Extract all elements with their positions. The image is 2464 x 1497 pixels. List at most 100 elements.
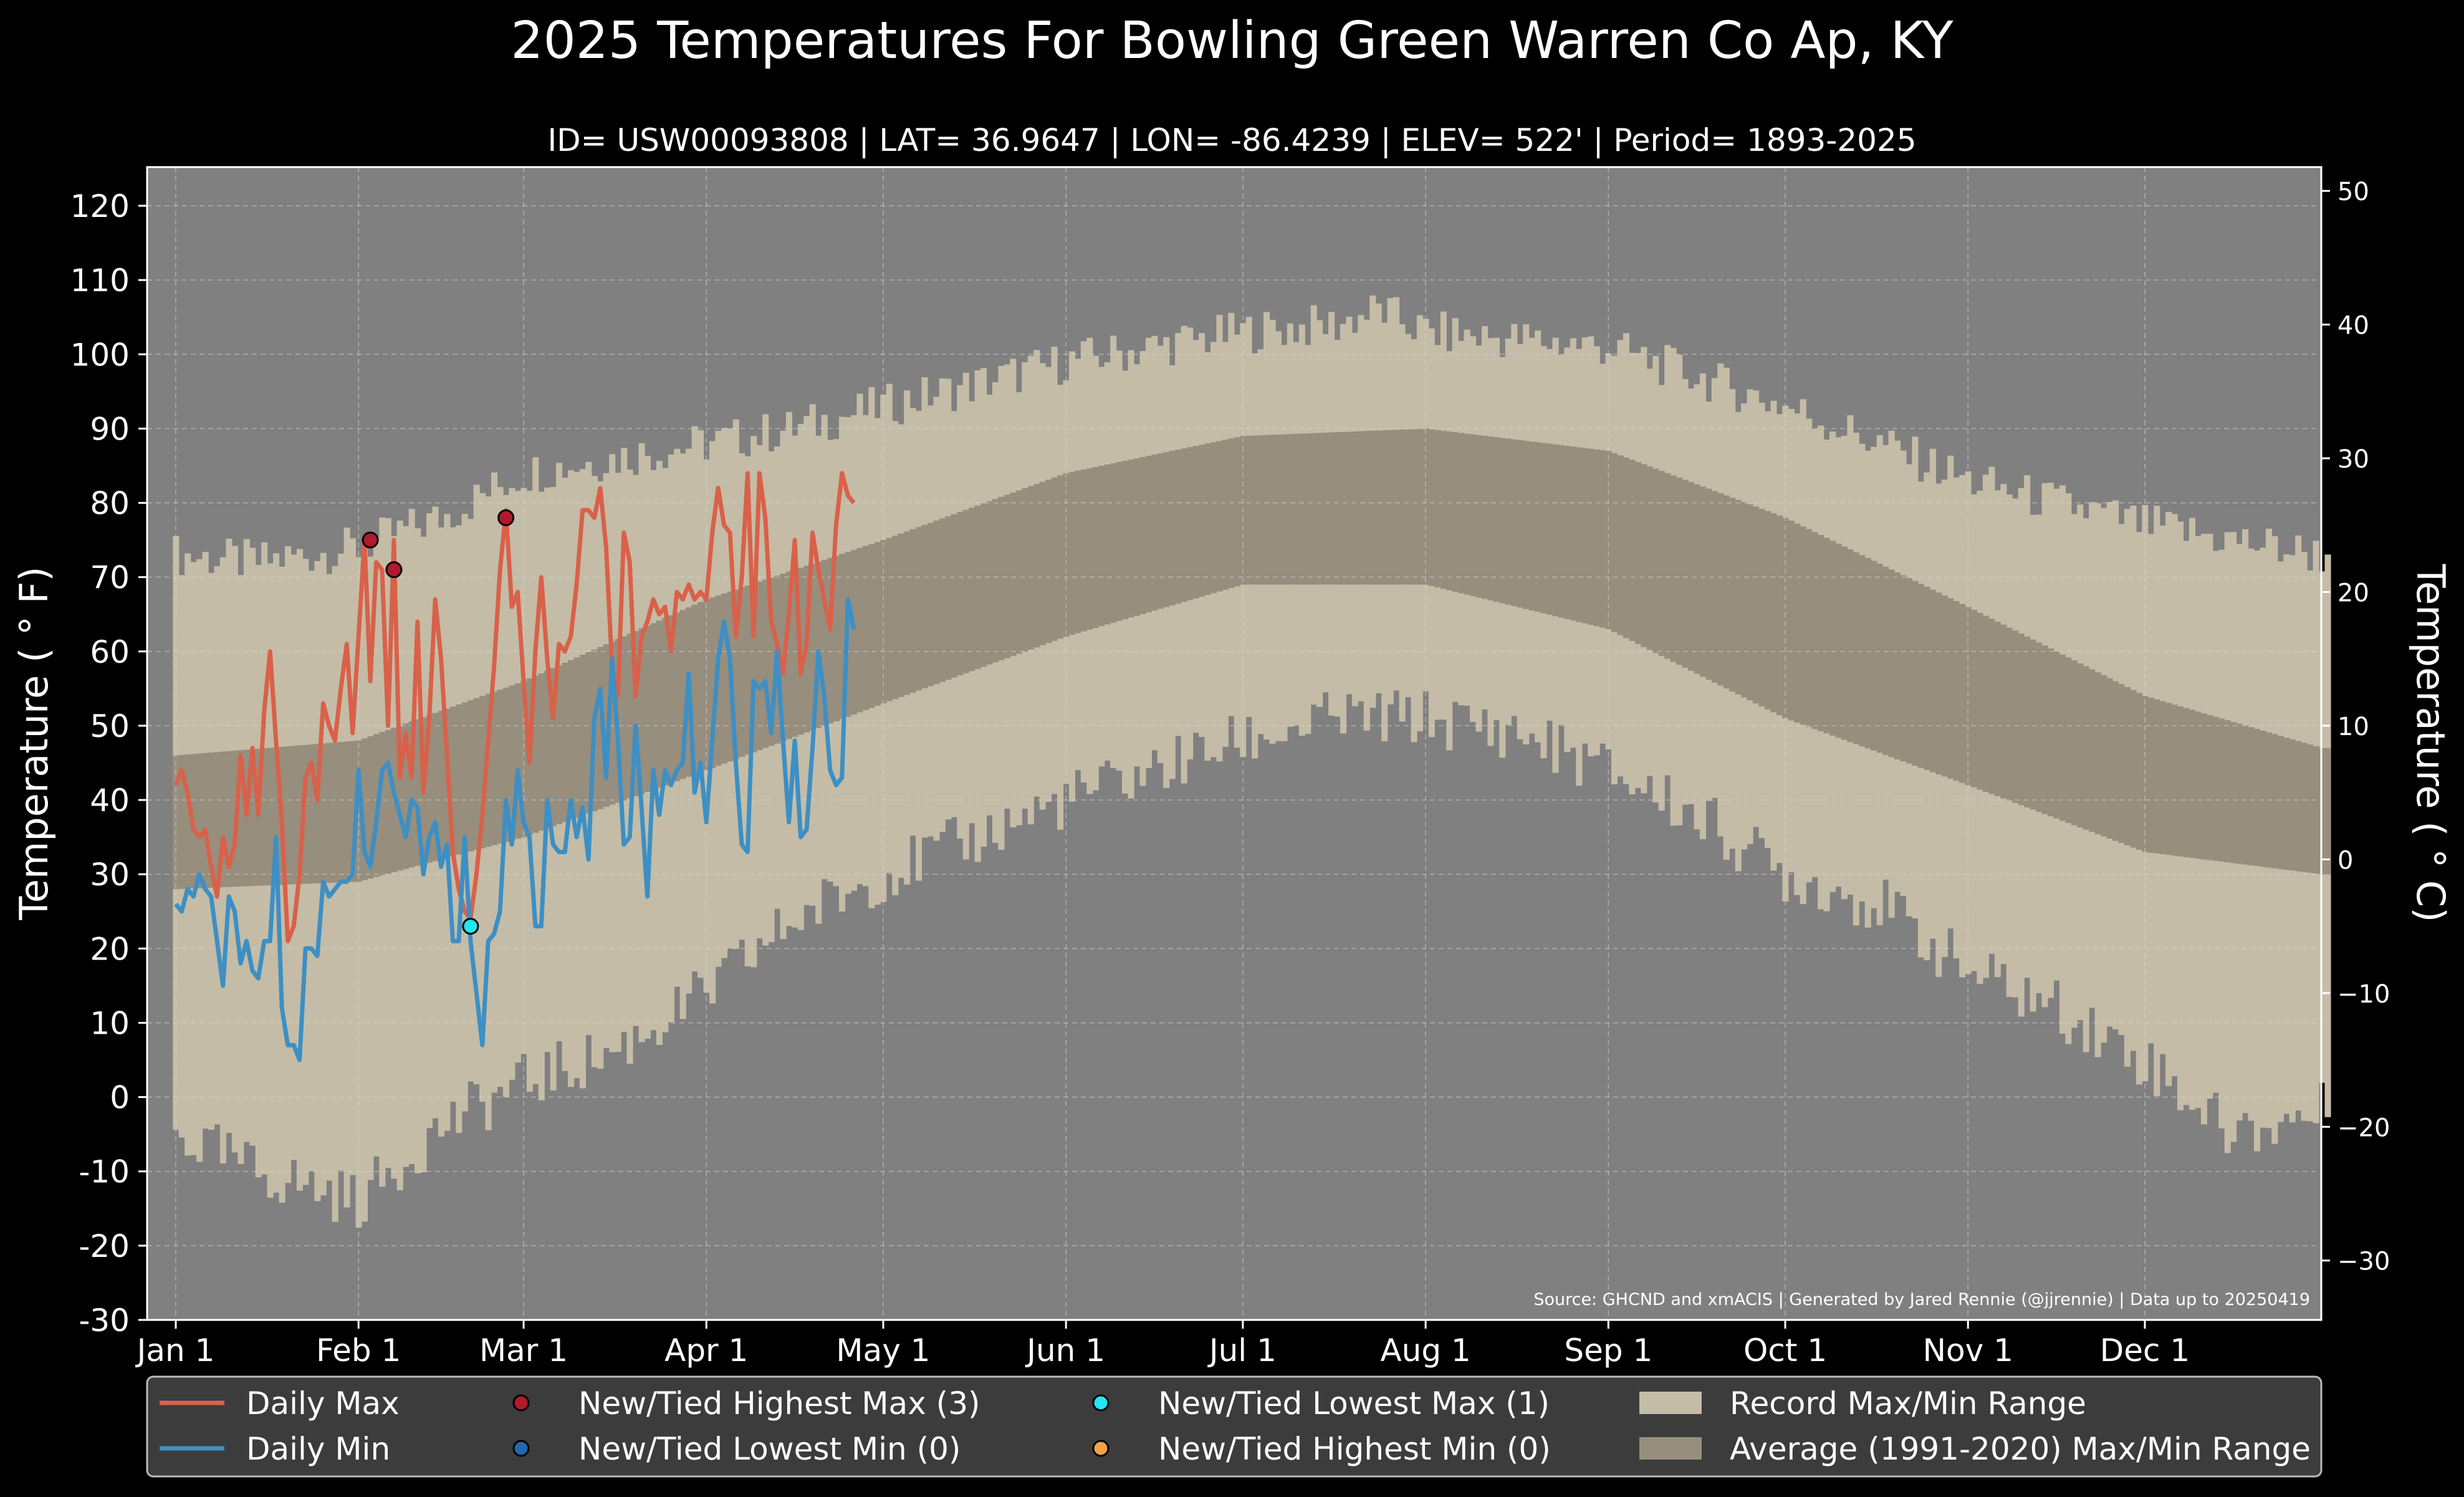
normal-range-bar [1234,437,1240,587]
normal-range-bar [2324,748,2331,875]
legend-label: Average (1991-2020) Max/Min Range [1730,1431,2311,1467]
normal-range-bar [1535,442,1541,612]
normal-range-bar [739,587,745,757]
normal-range-bar [2094,672,2101,834]
normal-range-bar [1841,546,1848,740]
normal-range-bar [1717,493,1724,686]
normal-range-bar [868,544,875,708]
normal-range-bar [1552,444,1559,617]
normal-range-bar [1098,466,1105,627]
normal-range-bar [267,748,274,885]
normal-range-bar [1175,450,1182,604]
legend-dot-swatch [1092,1440,1110,1457]
y-axis-label: Temperature ( ° F) [11,567,57,921]
normal-range-bar [1075,470,1081,633]
normal-range-bar [668,615,674,784]
normal-range-bar [1859,555,1866,746]
normal-range-bar [886,537,893,701]
normal-range-bar [1929,589,1936,773]
normal-range-bar [1652,468,1659,653]
normal-range-bar [638,628,645,794]
normal-range-bar [2218,718,2225,862]
normal-range-bar [214,752,221,888]
normal-range-bar [556,665,563,824]
normal-range-bar [2248,727,2255,865]
normal-range-bar [2059,654,2066,821]
normal-range-bar [1310,433,1317,585]
normal-range-bar [2224,720,2231,863]
normal-range-bar [2159,701,2166,854]
normal-range-bar [1322,432,1329,585]
normal-range-bar [662,618,669,786]
legend-box [146,1375,2323,1478]
y-tick-label: -30 [79,1302,130,1339]
normal-range-bar [1210,442,1217,594]
normal-range-bar [603,644,610,807]
normal-range-bar [456,704,463,855]
y-tick-label: 50 [90,708,130,744]
normal-range-bar [1953,601,1960,781]
legend-box-swatch [1639,1392,1702,1414]
normal-range-bar [1051,477,1058,641]
normal-range-bar [1022,488,1028,652]
normal-range-bar [1387,430,1394,585]
normal-range-bar [355,740,362,882]
normal-range-bar [1358,431,1364,585]
normal-range-bar [1027,486,1034,650]
normal-range-bar [1393,430,1400,585]
normal-range-bar [898,533,904,697]
normal-range-bar [2053,651,2060,819]
normal-range-bar [1092,467,1099,628]
normal-range-bar [1122,461,1129,620]
normal-range-bar [432,713,439,861]
record-marker-new-tied-lowest-max [462,918,479,935]
normal-range-bar [219,751,226,887]
normal-range-bar [226,751,232,887]
x-tick-label: Dec 1 [2100,1332,2190,1369]
normal-range-bar [2147,698,2154,853]
normal-range-bar [2012,630,2019,803]
normal-range-bar [367,736,374,879]
normal-range-bar [1994,622,2001,797]
x-tick-label: Aug 1 [1380,1332,1470,1369]
normal-range-bar [1623,457,1630,638]
normal-range-bar [1145,456,1152,613]
normal-range-bar [1971,610,1978,787]
normal-range-bar [2041,645,2048,814]
normal-range-bar [573,657,580,818]
normal-range-bar [833,556,840,721]
normal-range-bar [927,522,934,686]
normal-range-bar [2083,666,2089,830]
normal-range-bar [1800,526,1806,725]
chart-subtitle: ID= USW00093808 | LAT= 36.9647 | LON= -8… [547,122,1917,158]
y2-tick-label: −10 [2337,980,2390,1009]
normal-range-bar [350,741,357,882]
normal-range-bar [962,509,969,673]
normal-range-bar [1263,435,1270,585]
normal-range-bar [762,579,769,748]
daily-min-line [174,597,856,1062]
normal-range-bar [1676,478,1683,665]
normal-range-bar [1634,462,1641,644]
normal-range-bar [467,700,474,852]
legend-label: Daily Max [246,1385,400,1422]
normal-range-bar [916,527,923,691]
normal-range-bar [1045,479,1052,643]
x-tick-label: Apr 1 [664,1332,748,1369]
normal-range-bar [691,604,698,775]
record-marker-new-tied-highest-max [385,561,403,579]
y-tick-label: 70 [90,560,130,596]
y-tick-label: 40 [90,782,130,819]
normal-range-bar [633,631,640,796]
normal-range-bar [514,683,521,839]
normal-range-bar [1924,587,1930,770]
normal-range-bar [544,670,551,829]
normal-range-bar [196,753,203,888]
normal-range-bar [1222,440,1229,590]
normal-range-bar [1252,435,1258,585]
legend-label: New/Tied Lowest Max (1) [1158,1385,1550,1422]
normal-range-bar [1204,443,1211,595]
normal-range-bar [1782,517,1789,719]
y2-axis-label: Temperature ( ° C) [2408,564,2453,923]
normal-range-bar [2254,729,2261,867]
